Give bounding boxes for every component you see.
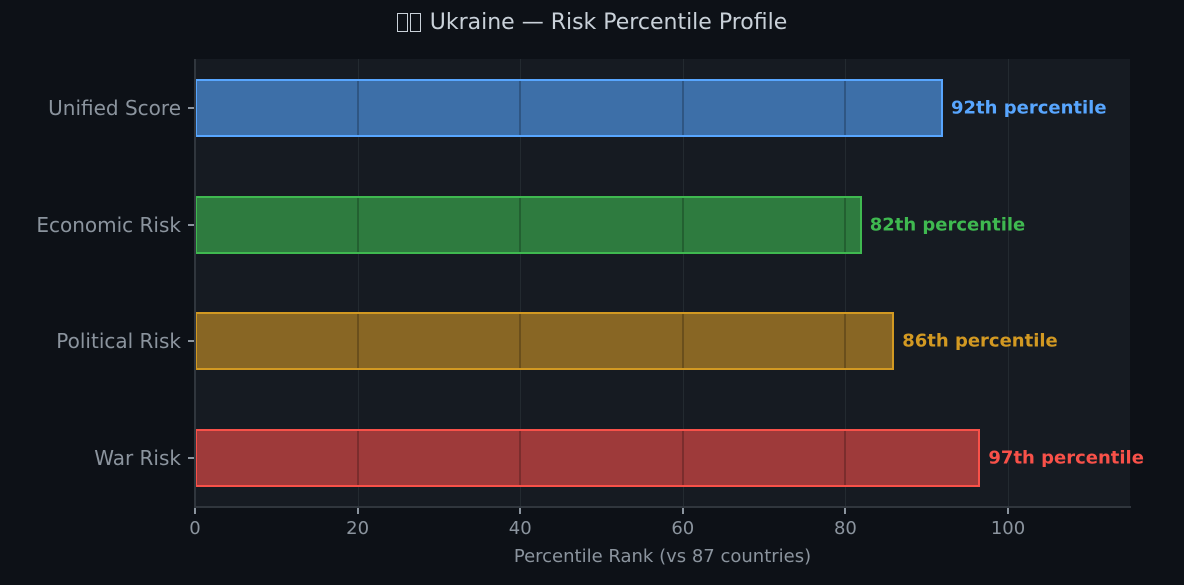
x-tick	[1007, 508, 1010, 514]
bar-gridline	[844, 81, 847, 135]
bar-gridline	[519, 198, 522, 252]
gridline	[520, 59, 522, 507]
y-tick	[188, 340, 194, 342]
bar-war-risk	[195, 429, 981, 487]
x-axis-spine	[194, 506, 1131, 508]
x-tick-label: 60	[671, 518, 695, 539]
bar-value-label: 92th percentile	[951, 97, 1107, 119]
y-tick	[188, 107, 194, 109]
plot-area: 92th percentile 82th percentile 86th perce…	[195, 59, 1144, 507]
x-tick	[681, 508, 684, 514]
bar-gridline	[681, 81, 684, 135]
gridline	[682, 59, 684, 507]
x-tick	[194, 508, 196, 514]
flag-glyph-missing-icon	[396, 13, 408, 32]
bar-gridline	[356, 314, 359, 368]
x-tick-label: 20	[346, 518, 370, 539]
y-tick	[188, 457, 194, 459]
chart-title: Ukraine — Risk Percentile Profile	[0, 10, 1184, 35]
y-tick-label: Economic Risk	[36, 213, 181, 237]
y-tick-label: War Risk	[94, 446, 181, 470]
bar-gridline	[844, 314, 847, 368]
x-axis-title: Percentile Rank (vs 87 countries)	[513, 546, 812, 567]
gridline	[845, 59, 847, 507]
x-tick	[356, 508, 359, 514]
x-tick-label: 100	[990, 518, 1026, 539]
bar-gridline	[519, 431, 522, 485]
bar-gridline	[844, 198, 847, 252]
gridline	[1008, 59, 1010, 507]
x-tick	[519, 508, 522, 514]
bar-value-label: 86th percentile	[902, 330, 1058, 352]
y-axis-spine	[194, 59, 196, 508]
y-tick-label: Unified Score	[48, 96, 181, 120]
bar-value-label: 82th percentile	[869, 214, 1026, 236]
x-tick	[844, 508, 847, 514]
bar-gridline	[356, 431, 359, 485]
bar-economic-risk	[195, 196, 862, 254]
bar-gridline	[519, 314, 522, 368]
bar-gridline	[844, 431, 847, 485]
bar-gridline	[519, 81, 522, 135]
x-tick-label: 40	[508, 518, 532, 539]
x-tick-label: 0	[189, 518, 201, 539]
bar-value-label: 97th percentile	[988, 447, 1144, 469]
y-tick-label: Political Risk	[56, 329, 181, 353]
y-tick	[188, 224, 194, 226]
chart-title-text: Ukraine — Risk Percentile Profile	[429, 10, 788, 35]
bar-gridline	[681, 431, 684, 485]
x-tick-label: 80	[833, 518, 857, 539]
gridline	[357, 59, 359, 507]
bar-unified-score	[195, 79, 943, 137]
bar-political-risk	[195, 312, 895, 370]
bar-gridline	[356, 81, 359, 135]
bar-gridline	[681, 314, 684, 368]
bar-gridline	[356, 198, 359, 252]
bar-gridline	[681, 198, 684, 252]
flag-glyph-missing-icon	[409, 13, 421, 32]
